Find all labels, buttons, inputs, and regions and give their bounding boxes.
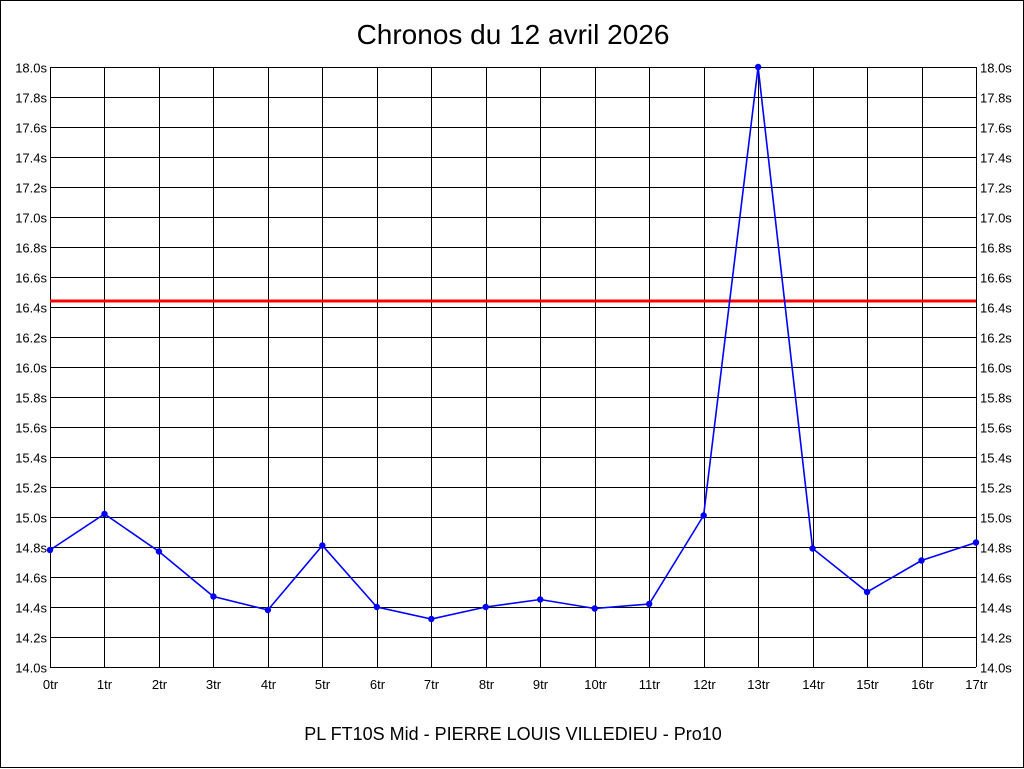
y-tick-label-left: 14.6s (15, 571, 47, 586)
y-tick-label-right: 16.6s (980, 271, 1012, 286)
data-point (537, 596, 544, 603)
x-tick-label: 1tr (97, 677, 113, 692)
y-tick-label-left: 17.2s (15, 181, 47, 196)
x-tick-label: 9tr (533, 677, 549, 692)
y-tick-label-right: 16.8s (980, 241, 1012, 256)
grid (50, 67, 977, 668)
y-tick-label-left: 15.6s (15, 421, 47, 436)
data-point (645, 600, 653, 608)
y-tick-label-right: 14.4s (980, 601, 1012, 616)
y-tick-label-left: 14.2s (15, 631, 47, 646)
data-point (46, 546, 54, 554)
y-tick-label-left: 17.8s (15, 91, 47, 106)
y-tick-label-left: 16.8s (15, 241, 47, 256)
y-tick-label-right: 15.0s (980, 511, 1012, 526)
y-tick-label-right: 17.0s (980, 211, 1012, 226)
data-point (210, 593, 217, 600)
y-tick-label-left: 14.4s (15, 601, 47, 616)
x-tick-label: 16tr (911, 677, 934, 692)
y-tick-label-right: 14.8s (980, 541, 1012, 556)
y-axis-right: 14.0s 14.2s 14.4s 14.6s 14.8s 15.0s 15.2s 15.4s… (980, 61, 1012, 676)
data-point (754, 63, 762, 71)
data-point (482, 603, 489, 611)
data-point (373, 603, 381, 611)
series-line (49, 66, 977, 620)
y-tick-label-right: 16.0s (980, 361, 1012, 376)
y-tick-label-right: 16.2s (980, 331, 1012, 346)
y-tick-label-right: 17.4s (980, 151, 1012, 166)
x-tick-label: 7tr (424, 677, 440, 692)
x-tick-label: 13tr (747, 677, 770, 692)
y-tick-label-right: 16.4s (980, 301, 1012, 316)
y-tick-label-left: 16.6s (15, 271, 47, 286)
y-tick-label-left: 17.4s (15, 151, 47, 166)
y-tick-label-left: 15.0s (15, 511, 47, 526)
y-tick-label-right: 14.6s (980, 571, 1012, 586)
y-tick-label-left: 15.4s (15, 451, 47, 466)
x-tick-label: 17tr (965, 677, 988, 692)
y-tick-label-left: 15.2s (15, 481, 47, 496)
data-point (319, 542, 326, 549)
y-tick-label-right: 15.8s (980, 391, 1012, 406)
data-point (700, 512, 707, 519)
y-tick-label-right: 15.6s (980, 421, 1012, 436)
y-tick-label-left: 16.2s (15, 331, 47, 346)
x-tick-label: 14tr (802, 677, 825, 692)
x-tick-label: 12tr (693, 677, 716, 692)
data-point (972, 539, 980, 546)
data-point (918, 557, 925, 564)
y-tick-label-left: 17.0s (15, 211, 47, 226)
x-tick-label: 6tr (370, 677, 386, 692)
y-tick-label-right: 17.2s (980, 181, 1012, 196)
y-tick-label-left: 16.4s (15, 301, 47, 316)
data-point (101, 510, 108, 518)
y-tick-label-left: 16.0s (15, 361, 47, 376)
x-tick-label: 0tr (43, 677, 59, 692)
series-layer (46, 63, 980, 623)
data-point (428, 615, 435, 623)
x-tick-label: 11tr (639, 677, 661, 692)
chart-subtitle: PL FT10S Mid - PIERRE LOUIS VILLEDIEU - … (304, 724, 721, 744)
y-tick-label-left: 17.6s (15, 121, 47, 136)
data-point (863, 588, 871, 596)
data-point (809, 545, 816, 552)
x-axis: 0tr 1tr 2tr 3tr 4tr 5tr 6tr 7tr 8tr 9tr 10tr 11tr 12… (43, 677, 988, 692)
y-tick-label-left: 15.8s (15, 391, 47, 406)
chart-title: Chronos du 12 avril 2026 (357, 19, 670, 50)
y-tick-label-right: 15.2s (980, 481, 1012, 496)
y-tick-label-right: 18.0s (980, 61, 1012, 76)
x-tick-label: 4tr (261, 677, 277, 692)
y-tick-label-right: 17.8s (980, 91, 1012, 106)
y-tick-label-left: 18.0s (15, 61, 47, 76)
y-tick-label-left: 14.8s (15, 541, 47, 556)
data-point (264, 606, 272, 614)
x-tick-label: 2tr (152, 677, 168, 692)
y-tick-label-right: 17.6s (980, 121, 1012, 136)
data-point (591, 605, 598, 612)
x-tick-label: 5tr (315, 677, 331, 692)
x-tick-label: 8tr (479, 677, 495, 692)
x-tick-label: 15tr (856, 677, 879, 692)
x-tick-label: 3tr (206, 677, 222, 692)
y-tick-label-right: 15.4s (980, 451, 1012, 466)
y-axis-left: 14.0s 14.2s 14.4s 14.6s 14.8s 15.0s 15.2s 15.4s… (15, 61, 47, 676)
y-tick-label-right: 14.0s (980, 661, 1012, 676)
x-tick-label: 10tr (584, 677, 607, 692)
data-point (155, 548, 163, 555)
y-tick-label-right: 14.2s (980, 631, 1012, 646)
y-tick-label-left: 14.0s (15, 661, 47, 676)
